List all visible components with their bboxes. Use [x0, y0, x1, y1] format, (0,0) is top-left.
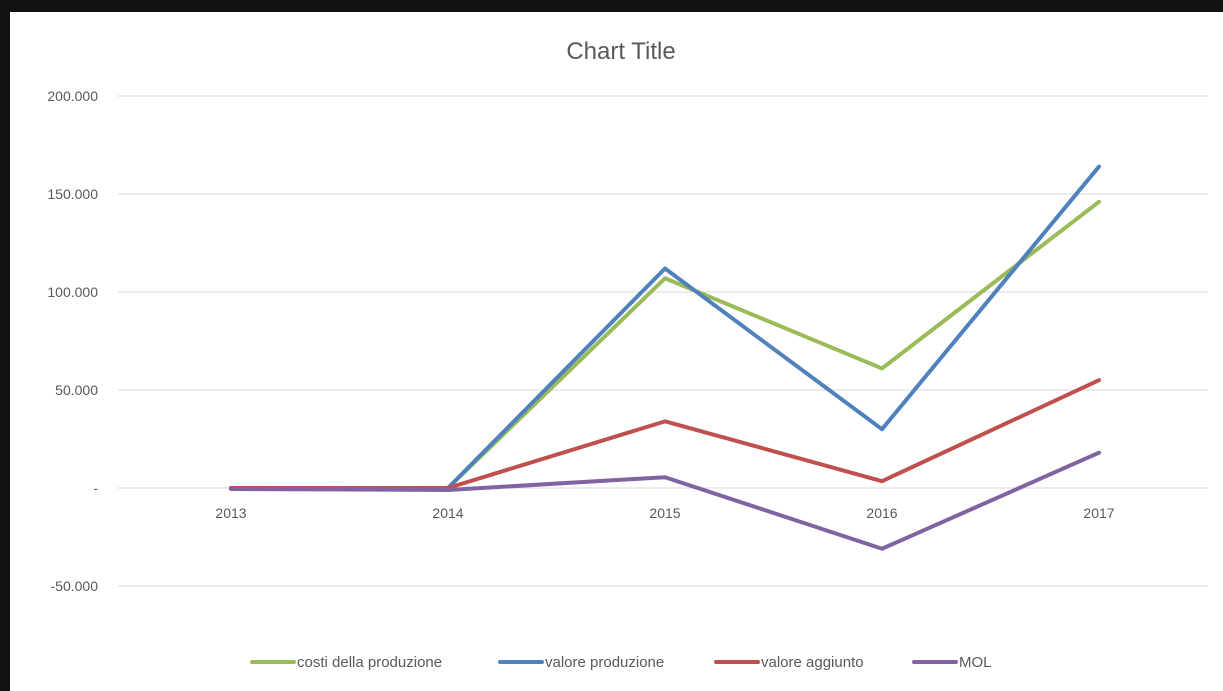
y-tick-label: -50.000	[51, 578, 99, 594]
y-tick-label: 100.000	[47, 284, 98, 300]
chart-title: Chart Title	[566, 38, 675, 65]
x-tick-label: 2015	[649, 505, 680, 521]
y-axis-tick-labels: 200.000 150.000 100.000 50.000 - -50.000	[47, 88, 98, 594]
series-line-3	[231, 453, 1099, 549]
y-tick-label: 150.000	[47, 186, 98, 202]
y-tick-label: -	[93, 480, 98, 496]
series-line-0	[231, 202, 1099, 488]
y-tick-label: 50.000	[55, 382, 98, 398]
x-tick-label: 2013	[215, 505, 246, 521]
x-tick-label: 2016	[866, 505, 897, 521]
series-line-2	[231, 380, 1099, 488]
x-tick-label: 2017	[1083, 505, 1114, 521]
legend-label: costi della produzione	[297, 654, 442, 671]
x-tick-label: 2014	[432, 505, 463, 521]
legend-label: MOL	[959, 654, 992, 671]
legend-label: valore aggiunto	[761, 654, 864, 671]
series-lines	[231, 167, 1099, 549]
legend-label: valore produzione	[545, 654, 664, 671]
legend: costi della produzione valore produzione v…	[252, 654, 992, 671]
y-tick-label: 200.000	[47, 88, 98, 104]
